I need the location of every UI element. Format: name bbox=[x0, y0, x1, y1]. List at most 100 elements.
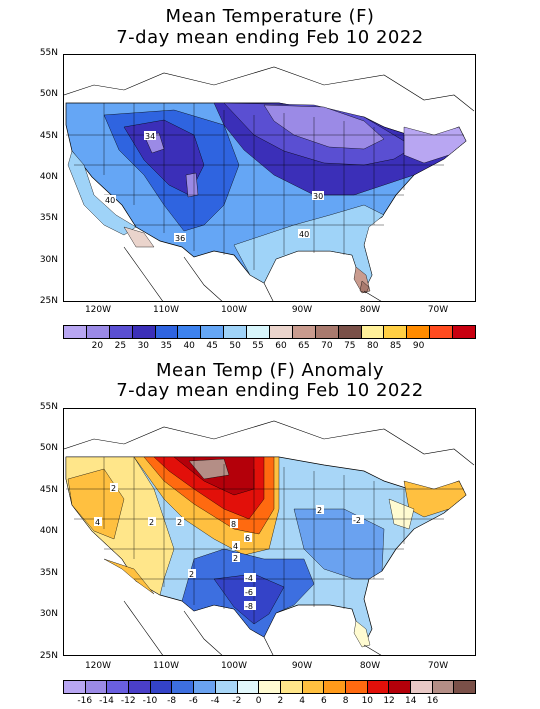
socal-warm bbox=[123, 226, 155, 248]
colorbar-swatch bbox=[194, 681, 216, 693]
colorbar-tick-label: 40 bbox=[183, 341, 195, 351]
colorbar-tick-label: 16 bbox=[426, 696, 439, 706]
contour-label: 2 bbox=[149, 518, 154, 527]
colorbar-tick-label: -10 bbox=[142, 696, 158, 706]
lat-label: 25N bbox=[39, 296, 58, 306]
colorbar-swatch bbox=[86, 326, 110, 338]
colorbar-swatch bbox=[107, 681, 130, 693]
colorbar-swatch bbox=[64, 326, 87, 338]
lon-label: 110W bbox=[152, 661, 180, 671]
colorbar-swatch bbox=[389, 681, 411, 693]
lat-label: 30N bbox=[39, 255, 58, 265]
lon-label: 100W bbox=[220, 305, 248, 315]
top-temperature-map: 34 40 36 30 40 bbox=[63, 54, 476, 302]
colorbar-tick-label: 30 bbox=[137, 341, 150, 351]
colorbar-tick-label: 60 bbox=[275, 341, 287, 351]
lon-label: 120W bbox=[84, 661, 112, 671]
lon-label: 70W bbox=[427, 661, 449, 671]
contour-label: -8 bbox=[245, 602, 253, 611]
lat-label: 25N bbox=[39, 651, 58, 661]
contour-label: 8 bbox=[231, 520, 236, 529]
colorado-pocket bbox=[185, 172, 199, 198]
contour-labels: 34 40 36 30 40 bbox=[104, 131, 324, 243]
lat-label: 30N bbox=[39, 609, 58, 619]
top-title-line1: Mean Temperature (F) bbox=[165, 6, 375, 27]
colorbar-swatch bbox=[259, 681, 281, 693]
florida-warmer bbox=[359, 280, 370, 294]
colorbar-swatch bbox=[178, 326, 202, 338]
colorbar-tick-label: 0 bbox=[255, 696, 262, 706]
colorbar-tick-label: -14 bbox=[99, 696, 114, 706]
state-lines bbox=[66, 103, 464, 270]
colorbar-swatch bbox=[345, 681, 368, 693]
contour-label: -4 bbox=[245, 574, 253, 583]
contour-label: 36 bbox=[175, 234, 185, 243]
top-map-svg: 34 40 36 30 40 bbox=[64, 66, 475, 301]
great-lakes-cold bbox=[263, 104, 385, 150]
contour-label: 34 bbox=[145, 132, 155, 141]
colorbar-tick-label: 10 bbox=[361, 696, 374, 706]
colorbar-tick-label: 25 bbox=[114, 341, 127, 351]
contour-label: 4 bbox=[95, 518, 100, 527]
bottom-title-line1: Mean Temp (F) Anomaly bbox=[155, 360, 385, 381]
colorbar-swatch bbox=[432, 681, 455, 693]
lat-label: 55N bbox=[39, 402, 58, 412]
colorbar-swatch bbox=[367, 681, 390, 693]
contour-label: 2 bbox=[177, 518, 182, 527]
colorbar-tick-label: 70 bbox=[321, 341, 333, 351]
southeast-warm-band bbox=[233, 204, 385, 292]
colorbar-swatch bbox=[454, 681, 476, 693]
colorbar-tick-label: 55 bbox=[252, 341, 264, 351]
contour-label: -6 bbox=[245, 588, 253, 597]
top-colorbar-labels: 20 25 30 35 40 45 50 55 60 65 70 75 80 85 90 bbox=[63, 341, 476, 353]
lat-label: 45N bbox=[39, 131, 58, 141]
colorbar-swatch bbox=[292, 326, 316, 338]
contour-labels: 2 4 2 2 8 6 4 2 2 -4 -6 -8 -2 2 bbox=[94, 483, 364, 611]
colorbar-swatch bbox=[280, 681, 303, 693]
contour-label: 40 bbox=[105, 196, 115, 205]
contour-label: 2 bbox=[111, 484, 116, 493]
lon-label: 80W bbox=[359, 305, 381, 315]
colorbar-swatch bbox=[85, 681, 108, 693]
lon-label: 100W bbox=[220, 661, 248, 671]
colorbar-tick-label: 8 bbox=[342, 696, 349, 706]
contour-label: 6 bbox=[245, 534, 250, 543]
colorbar-tick-label: 2 bbox=[277, 696, 284, 706]
colorbar-swatch bbox=[247, 326, 271, 338]
lat-label: 50N bbox=[39, 443, 58, 453]
colorbar-swatch bbox=[215, 681, 238, 693]
lon-label: 120W bbox=[84, 305, 112, 315]
colorbar-tick-label: 80 bbox=[367, 341, 379, 351]
bottom-colorbar bbox=[63, 680, 476, 694]
lat-label: 35N bbox=[39, 213, 58, 223]
northeast-mild bbox=[388, 498, 415, 530]
northeast-cold bbox=[403, 126, 467, 164]
colorbar-tick-label: 75 bbox=[344, 341, 356, 351]
border-outlines bbox=[64, 420, 475, 655]
colorbar-tick-label: 90 bbox=[412, 341, 425, 351]
west-south-warm bbox=[103, 558, 155, 595]
lat-label: 55N bbox=[39, 48, 58, 58]
colorbar-swatch bbox=[411, 681, 433, 693]
colorbar-tick-label: 6 bbox=[320, 696, 327, 706]
colorbar-swatch bbox=[132, 326, 156, 338]
colorbar-swatch bbox=[129, 681, 151, 693]
bottom-title-line2: 7-day mean ending Feb 10 2022 bbox=[116, 380, 424, 401]
colorbar-swatch bbox=[172, 681, 195, 693]
colorbar-tick-label: 85 bbox=[389, 341, 402, 351]
colorbar-tick-label: -2 bbox=[232, 696, 242, 706]
colorbar-swatch bbox=[407, 326, 431, 338]
top-colorbar bbox=[63, 325, 476, 339]
contour-label: 2 bbox=[189, 570, 194, 579]
colorbar-swatch bbox=[64, 681, 86, 693]
colorbar-swatch bbox=[338, 326, 362, 338]
lon-label: 70W bbox=[427, 305, 449, 315]
top-title-line2: 7-day mean ending Feb 10 2022 bbox=[116, 27, 424, 48]
border-outlines bbox=[64, 66, 475, 301]
colorbar-swatch bbox=[324, 681, 346, 693]
colorbar-swatch bbox=[270, 326, 293, 338]
colorbar-tick-label: 65 bbox=[298, 341, 310, 351]
colorbar-tick-label: -8 bbox=[167, 696, 177, 706]
colorbar-swatch bbox=[109, 326, 133, 338]
colorbar-tick-label: 14 bbox=[405, 696, 417, 706]
